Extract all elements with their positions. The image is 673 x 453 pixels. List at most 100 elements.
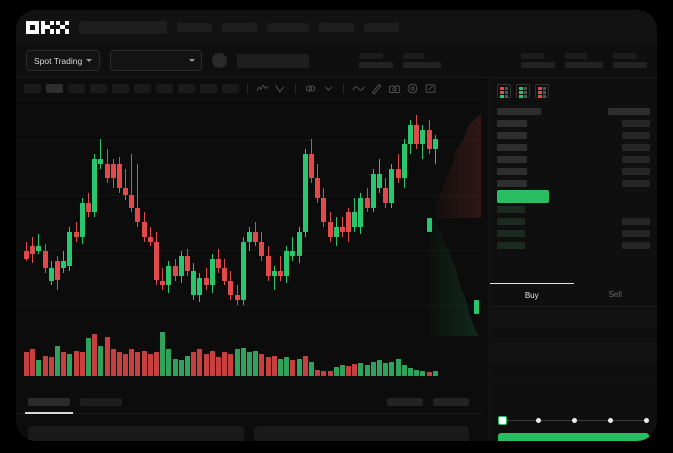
orderbook-mode-switcher <box>490 78 657 103</box>
depth-bid-area <box>429 218 479 336</box>
volume-bar <box>36 360 42 376</box>
nav-item-3[interactable] <box>267 22 309 32</box>
orders-tab-bar <box>16 390 481 414</box>
order-field-type[interactable] <box>490 308 657 326</box>
chart-type-icon[interactable] <box>274 82 287 95</box>
volume-bar <box>222 352 228 376</box>
volume-bar <box>401 365 407 376</box>
volume-bar <box>147 354 153 376</box>
orderbook-bid-row[interactable] <box>497 215 650 227</box>
orderbook-ask-row[interactable] <box>497 153 650 165</box>
line-chart-icon[interactable] <box>352 82 365 95</box>
chevron-down-icon <box>189 59 196 62</box>
orderbook-mode-asks-icon[interactable] <box>535 84 549 98</box>
nav-item-5[interactable] <box>364 22 399 32</box>
bottom-tab-open-orders[interactable] <box>25 397 73 414</box>
price-chart[interactable] <box>16 100 481 390</box>
orderbook-rows[interactable] <box>490 103 657 251</box>
nav-item-1[interactable] <box>177 22 212 32</box>
slider-node-25[interactable] <box>536 417 541 423</box>
pair-selector-dropdown[interactable] <box>110 50 203 71</box>
volume-bar <box>259 354 265 376</box>
orderbook-bid-row[interactable] <box>497 239 650 251</box>
timeframe-button-5[interactable] <box>112 84 129 93</box>
timeframe-button-9[interactable] <box>200 84 217 93</box>
slider-node-50[interactable] <box>572 417 577 423</box>
timeframe-button-8[interactable] <box>178 84 195 93</box>
trading-mode-label: Spot Trading <box>34 55 83 66</box>
slider-node-75[interactable] <box>608 417 613 423</box>
timeframe-button-2[interactable] <box>46 84 63 93</box>
chevron-down-icon[interactable] <box>322 82 335 95</box>
timeframe-button-6[interactable] <box>134 84 151 93</box>
orderbook-mode-bids-icon[interactable] <box>516 84 530 98</box>
tab-sell[interactable]: Sell <box>608 290 622 299</box>
orderbook-ask-row[interactable] <box>497 117 650 129</box>
order-field-price[interactable] <box>490 326 657 344</box>
settings-icon[interactable] <box>406 82 419 95</box>
orderbook-bid-row[interactable] <box>497 227 650 239</box>
orderbook-ask-row[interactable] <box>497 165 650 177</box>
orders-panels <box>16 426 481 441</box>
bottom-action-2[interactable] <box>433 397 469 406</box>
timeframe-button-10[interactable] <box>222 84 239 93</box>
volume-bar <box>290 360 296 376</box>
fullscreen-icon[interactable] <box>424 82 437 95</box>
bottom-tab-order-history[interactable] <box>80 397 122 406</box>
timeframe-button-4[interactable] <box>90 84 107 93</box>
amount-percent-slider[interactable] <box>498 414 650 426</box>
volume-bar <box>389 361 395 376</box>
order-field-total[interactable] <box>490 362 657 380</box>
timeframe-button-1[interactable] <box>24 84 41 93</box>
trading-mode-dropdown[interactable]: Spot Trading <box>26 50 101 71</box>
orderbook-ask-row[interactable] <box>497 129 650 141</box>
nav-item-4[interactable] <box>319 22 354 32</box>
volume-bar <box>315 369 321 376</box>
orderbook-ask-row[interactable] <box>497 141 650 153</box>
depth-ask-marker <box>427 218 432 232</box>
volume-bar <box>185 355 191 376</box>
okx-logo-icon[interactable] <box>26 20 69 34</box>
drawing-tools-icon[interactable] <box>370 82 383 95</box>
volume-bar <box>178 360 184 376</box>
slider-handle[interactable] <box>498 415 507 425</box>
volume-bar <box>339 365 345 376</box>
volume-bar <box>48 357 54 376</box>
volume-bar <box>271 355 277 376</box>
timeframe-button-7[interactable] <box>156 84 173 93</box>
volume-series <box>24 328 439 376</box>
volume-bar <box>166 349 172 376</box>
bottom-panel-left[interactable] <box>28 426 244 441</box>
depth-bid-marker <box>474 300 479 314</box>
indicators-icon[interactable] <box>256 82 269 95</box>
order-form-fields <box>490 308 657 380</box>
compare-icon[interactable] <box>304 82 317 95</box>
bottom-action-1[interactable] <box>387 397 423 406</box>
tab-buy[interactable]: Buy <box>490 283 574 306</box>
volume-bar <box>346 365 352 376</box>
volume-bar <box>123 354 129 376</box>
orderbook-ask-row[interactable] <box>497 177 650 189</box>
nav-item-2[interactable] <box>222 22 257 32</box>
volume-bar <box>85 338 91 376</box>
top-navigation-bar <box>16 10 657 44</box>
volume-bar <box>30 349 36 376</box>
timeframe-button-3[interactable] <box>68 84 85 93</box>
nav-search-placeholder[interactable] <box>79 20 167 34</box>
volume-bar <box>426 372 432 376</box>
volume-bar <box>364 365 370 376</box>
pair-info-bar: Spot Trading <box>16 44 657 78</box>
volume-bar <box>141 350 147 376</box>
bottom-panel-right[interactable] <box>253 426 469 441</box>
orderbook-bid-row[interactable] <box>497 203 650 215</box>
submit-order-button[interactable] <box>498 433 649 441</box>
orderbook-mode-both-icon[interactable] <box>497 84 511 98</box>
slider-node-100[interactable] <box>644 417 649 423</box>
camera-icon[interactable] <box>388 82 401 95</box>
volume-bar <box>296 358 302 376</box>
last-price-placeholder <box>237 53 310 68</box>
depth-chart-overlay <box>429 114 481 336</box>
volume-bar <box>42 355 48 376</box>
orderbook-header-row <box>497 105 650 117</box>
order-field-amount[interactable] <box>490 344 657 362</box>
